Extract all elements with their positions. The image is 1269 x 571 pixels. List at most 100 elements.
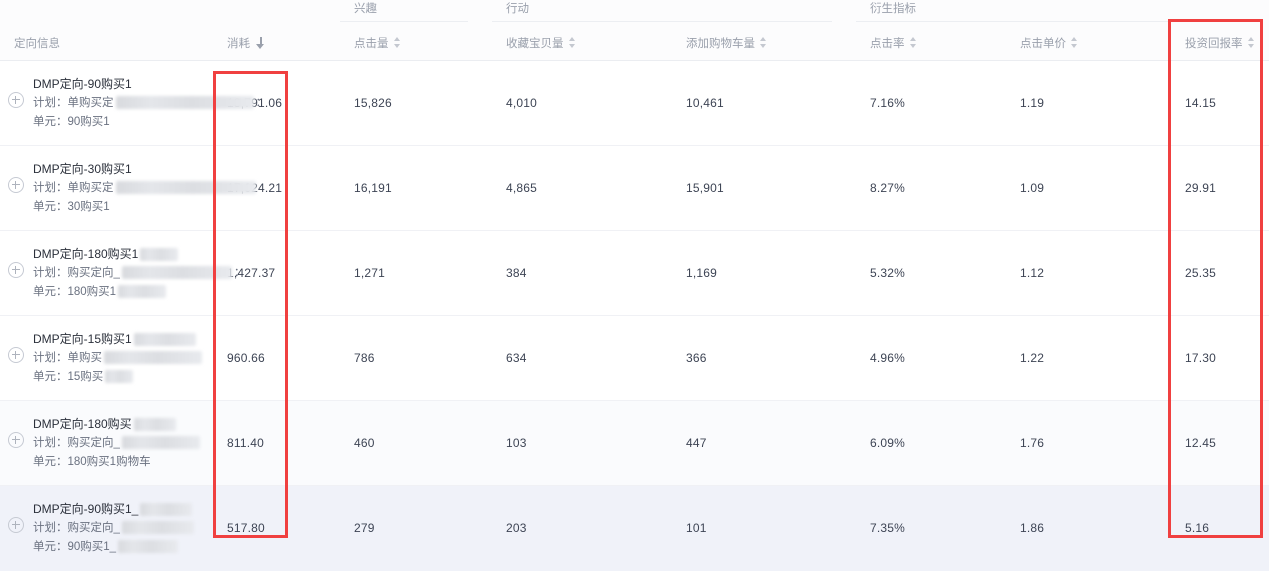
redacted-text-block <box>105 369 134 383</box>
group-blank <box>0 0 340 26</box>
targeting-unit-text: 单元：180购买1购物车 <box>33 455 151 468</box>
redacted-text-block <box>121 265 232 279</box>
column-header-targeting[interactable]: 定向信息 <box>0 26 213 61</box>
targeting-info: DMP定向-30购买1 计划：单购买定单元：30购买1 <box>0 160 256 217</box>
cell-clicks: 786 <box>340 315 492 401</box>
cell-ctr: 8.27% <box>856 145 1006 231</box>
column-header-cost[interactable]: 消耗 <box>213 26 340 61</box>
targeting-plan-text: 计划：购买定向_ <box>33 521 120 534</box>
column-group-row: 兴趣 行动 衍生指标 <box>0 0 1269 26</box>
column-header-roi[interactable]: 投资回报率 <box>1171 26 1269 61</box>
targeting-lines: DMP定向-15购买1 计划：单购买单元：15购买 <box>33 330 205 387</box>
cell-roi: 14.15 <box>1171 60 1269 146</box>
sort-toggle-icon[interactable] <box>1071 37 1080 48</box>
redacted-text-block <box>118 539 179 553</box>
group-action-label: 行动 <box>492 0 832 22</box>
column-header-row: 定向信息 消耗 点击量 收藏宝贝量 添加购物车量 点击率 点击单 <box>0 26 1269 61</box>
cell-cpc: 1.76 <box>1006 400 1171 486</box>
targeting-title: DMP定向-180购买1 <box>33 245 205 264</box>
column-label-cpc: 点击单价 <box>1020 38 1066 50</box>
group-derived-label: 衍生指标 <box>856 0 1245 22</box>
sort-toggle-icon[interactable] <box>393 37 403 48</box>
targeting-unit-text: 单元：90购买1_ <box>33 540 117 553</box>
table-row[interactable]: DMP定向-90购买1_ 计划：购买定向_ 单元：90购买1_ 517.80 279 20… <box>0 485 1269 571</box>
cell-favorites: 4,010 <box>492 60 672 146</box>
expand-plus-icon[interactable] <box>8 91 24 108</box>
column-header-clicks[interactable]: 点击量 <box>340 26 492 61</box>
sort-toggle-icon[interactable] <box>1247 37 1257 48</box>
cell-ctr: 6.09% <box>856 400 1006 486</box>
cell-ctr: 7.16% <box>856 60 1006 146</box>
column-label-cart-adds: 添加购物车量 <box>686 38 755 50</box>
targeting-plan: 计划：单购买定： <box>33 94 267 113</box>
table-row[interactable]: DMP定向-90购买1计划：单购买定：单元：90购买118,791.0615,8… <box>0 60 1269 146</box>
expand-plus-icon[interactable] <box>8 176 24 193</box>
column-header-favorites[interactable]: 收藏宝贝量 <box>492 26 672 61</box>
targeting-title-text: DMP定向-180购买 <box>33 416 132 431</box>
cell-cart-adds: 101 <box>672 485 856 571</box>
column-label-cost: 消耗 <box>227 38 250 50</box>
cell-favorites: 384 <box>492 230 672 316</box>
cell-targeting: DMP定向-30购买1 计划：单购买定单元：30购买1 <box>0 145 256 231</box>
targeting-unit: 单元：90购买1 <box>33 113 205 132</box>
targeting-unit: 单元：90购买1_ <box>33 538 205 557</box>
cell-roi: 12.45 <box>1171 400 1269 486</box>
targeting-unit: 单元：180购买1 <box>33 283 205 302</box>
sort-toggle-icon[interactable] <box>909 37 919 48</box>
cell-cost: 960.66 <box>213 315 340 401</box>
table-row[interactable]: DMP定向-15购买1 计划：单购买 单元：15购买 960.66 786 634 366 4… <box>0 315 1269 401</box>
cell-cart-adds: 447 <box>672 400 856 486</box>
table-row[interactable]: DMP定向-180购买1计划：购买定向_：单元：180购买11,427.371,… <box>0 230 1269 316</box>
cell-targeting: DMP定向-180购买 计划：购买定向_ 单元：180购买1购物车 <box>0 400 213 486</box>
column-label-ctr: 点击率 <box>870 38 905 50</box>
cell-cart-adds: 366 <box>672 315 856 401</box>
redacted-text-block <box>140 502 193 516</box>
sort-descending-icon[interactable] <box>256 37 266 49</box>
group-interest: 兴趣 <box>340 0 492 26</box>
redacted-text-block <box>118 284 167 298</box>
column-header-cart-adds[interactable]: 添加购物车量 <box>672 26 856 61</box>
cell-clicks: 1,271 <box>340 230 492 316</box>
expand-plus-icon[interactable] <box>8 261 24 278</box>
column-header-cpc[interactable]: 点击单价 <box>1006 26 1171 61</box>
column-label-clicks: 点击量 <box>354 38 389 50</box>
cell-ctr: 7.35% <box>856 485 1006 571</box>
expand-plus-icon[interactable] <box>8 516 24 533</box>
expand-plus-icon[interactable] <box>8 346 24 363</box>
cell-clicks: 460 <box>340 400 492 486</box>
group-action: 行动 <box>492 0 856 26</box>
targeting-title: DMP定向-180购买 <box>33 415 205 434</box>
targeting-plan: 计划：单购买定 <box>33 179 256 198</box>
targeting-unit: 单元：15购买 <box>33 368 205 387</box>
targeting-lines: DMP定向-30购买1 计划：单购买定单元：30购买1 <box>33 160 256 217</box>
sort-toggle-icon[interactable] <box>760 37 769 48</box>
column-header-ctr[interactable]: 点击率 <box>856 26 1006 61</box>
cell-cpc: 1.12 <box>1006 230 1171 316</box>
cell-cpc: 1.19 <box>1006 60 1171 146</box>
targeting-lines: DMP定向-180购买 计划：购买定向_ 单元：180购买1购物车 <box>33 415 205 472</box>
targeting-plan-text: 计划：单购买定 <box>33 96 114 109</box>
cell-targeting: DMP定向-15购买1 计划：单购买单元：15购买 <box>0 315 213 401</box>
targeting-unit: 单元：30购买1 <box>33 198 205 217</box>
targeting-title: DMP定向-90购买1 <box>33 75 205 94</box>
targeting-title: DMP定向-15购买1 <box>33 330 205 349</box>
targeting-title: DMP定向-30购买1 <box>33 160 205 179</box>
redacted-text-block <box>121 520 194 534</box>
table-row[interactable]: DMP定向-180购买 计划：购买定向_ 单元：180购买1购物车 811.40 460… <box>0 400 1269 486</box>
targeting-plan-text: 计划：单购买定 <box>33 181 114 194</box>
cell-cost: 811.40 <box>213 400 340 486</box>
targeting-info: DMP定向-90购买1 计划：单购买定： 单元：90购买1 <box>0 75 267 132</box>
targeting-info: DMP定向-180购买 计划：购买定向_ 单元：180购买1购物车 <box>0 415 213 472</box>
targeting-plan-text: 计划：单购买 <box>33 351 102 364</box>
targeting-plan-text: 计划：购买定向_ <box>33 436 120 449</box>
cell-roi: 17.30 <box>1171 315 1269 401</box>
targeting-lines: DMP定向-90购买1 计划：单购买定： 单元：90购买1 <box>33 75 267 132</box>
cell-roi: 29.91 <box>1171 145 1269 231</box>
redacted-text-block <box>115 180 256 194</box>
targeting-plan: 计划：购买定向_ <box>33 519 205 538</box>
expand-plus-icon[interactable] <box>8 431 24 448</box>
sort-toggle-icon[interactable] <box>568 37 578 48</box>
cell-roi: 25.35 <box>1171 230 1269 316</box>
targeting-unit-text: 单元：90购买1 <box>33 115 110 128</box>
